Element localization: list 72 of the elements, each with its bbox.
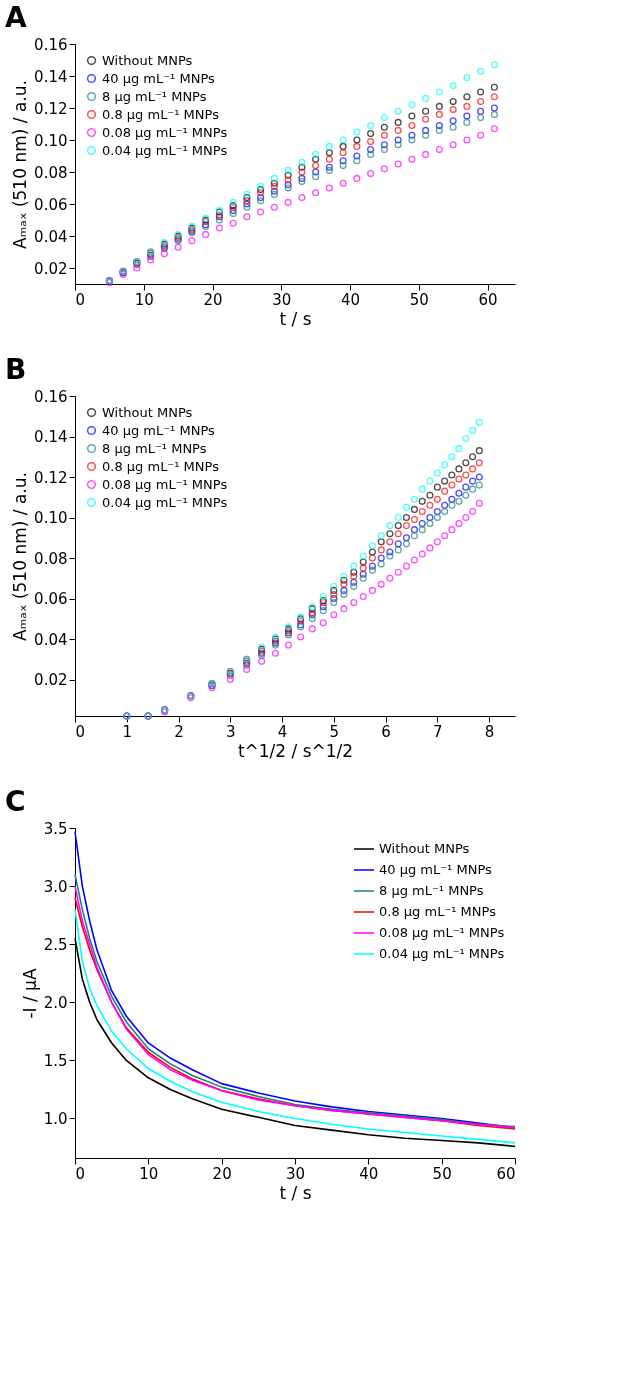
y-tick-label: 0.12: [34, 99, 68, 118]
chart-title: B: [5, 353, 27, 386]
y-tick-label: 2.0: [43, 993, 68, 1012]
x-tick-label: 7: [433, 722, 443, 741]
x-tick-label: 1: [122, 722, 133, 741]
chart-title: A: [5, 1, 27, 34]
y-tick-label: 0.04: [34, 227, 68, 246]
legend-label: 0.08 μg mL⁻¹ MNPs: [379, 925, 505, 940]
legend-label: 0.8 μg mL⁻¹ MNPs: [379, 904, 497, 919]
legend-label: 0.08 μg mL⁻¹ MNPs: [102, 124, 228, 140]
x-tick-label: 2: [174, 722, 184, 741]
legend-label: 8 μg mL⁻¹ MNPs: [102, 88, 207, 104]
y-tick-label: 0.16: [34, 35, 68, 54]
legend-label: 0.08 μg mL⁻¹ MNPs: [102, 476, 228, 492]
y-tick-label: 0.04: [34, 630, 68, 649]
y-tick-label: 1.5: [43, 1051, 68, 1070]
y-tick-label: 3.0: [43, 877, 68, 896]
y-tick-label: 2.5: [43, 935, 68, 954]
y-tick-label: 0.02: [34, 259, 68, 278]
x-axis-title: t / s: [279, 1182, 312, 1203]
x-tick-label: 8: [484, 722, 495, 741]
y-tick-label: 0.08: [34, 163, 68, 182]
x-tick-label: 40: [340, 290, 361, 309]
legend-label: 0.04 μg mL⁻¹ MNPs: [102, 494, 228, 510]
x-tick-label: 60: [478, 290, 498, 309]
x-tick-label: 50: [432, 1164, 452, 1183]
y-tick-label: 0.02: [34, 671, 68, 690]
y-tick-label: 3.5: [43, 819, 68, 838]
legend-label: 40 μg mL⁻¹ MNPs: [379, 862, 492, 877]
x-tick-label: 6: [381, 722, 391, 741]
y-tick-label: 0.10: [34, 509, 68, 528]
legend-label: 40 μg mL⁻¹ MNPs: [102, 422, 215, 438]
y-tick-label: 0.12: [34, 468, 68, 487]
y-tick-label: 0.14: [34, 428, 68, 447]
x-tick-label: 4: [277, 722, 288, 741]
legend-label: 0.04 μg mL⁻¹ MNPs: [379, 946, 505, 961]
x-tick-label: 10: [134, 290, 154, 309]
legend-label: Without MNPs: [379, 841, 470, 856]
x-tick-label: 0: [75, 290, 86, 309]
y-tick-label: 0.16: [34, 387, 68, 406]
x-tick-label: 60: [496, 1164, 516, 1183]
y-tick-label: 1.0: [43, 1109, 68, 1128]
x-tick-label: 3: [226, 722, 236, 741]
x-tick-label: 5: [329, 722, 340, 741]
y-axis-title: Aₘₐₓ (510 nm) / a.u.: [10, 80, 31, 249]
x-tick-label: 50: [409, 290, 429, 309]
legend-label: Without MNPs: [102, 52, 193, 68]
y-axis-title: Aₘₐₓ (510 nm) / a.u.: [10, 472, 31, 641]
legend-label: 0.8 μg mL⁻¹ MNPs: [102, 106, 220, 122]
y-tick-label: 0.06: [34, 590, 68, 609]
legend-label: Without MNPs: [102, 404, 193, 420]
x-tick-label: 40: [359, 1164, 379, 1183]
x-tick-label: 20: [203, 290, 223, 309]
x-tick-label: 30: [285, 1164, 306, 1183]
x-tick-label: 0: [75, 722, 86, 741]
x-tick-label: 10: [139, 1164, 159, 1183]
x-tick-label: 20: [212, 1164, 232, 1183]
legend-label: 0.04 μg mL⁻¹ MNPs: [102, 142, 228, 158]
y-tick-label: 0.14: [34, 67, 68, 86]
y-tick-label: 0.08: [34, 549, 68, 568]
legend-label: 8 μg mL⁻¹ MNPs: [102, 440, 207, 456]
y-tick-label: 0.06: [34, 195, 68, 214]
x-axis-title: t^1/2 / s^1/2: [237, 740, 354, 761]
legend-label: 0.8 μg mL⁻¹ MNPs: [102, 458, 220, 474]
x-tick-label: 0: [75, 1164, 86, 1183]
x-axis-title: t / s: [279, 308, 312, 329]
y-tick-label: 0.10: [34, 131, 68, 150]
y-axis-title: -I / μA: [19, 968, 40, 1019]
legend-label: 40 μg mL⁻¹ MNPs: [102, 70, 215, 86]
x-tick-label: 30: [272, 290, 292, 309]
chart-title: C: [5, 785, 26, 818]
legend-label: 8 μg mL⁻¹ MNPs: [379, 883, 484, 898]
